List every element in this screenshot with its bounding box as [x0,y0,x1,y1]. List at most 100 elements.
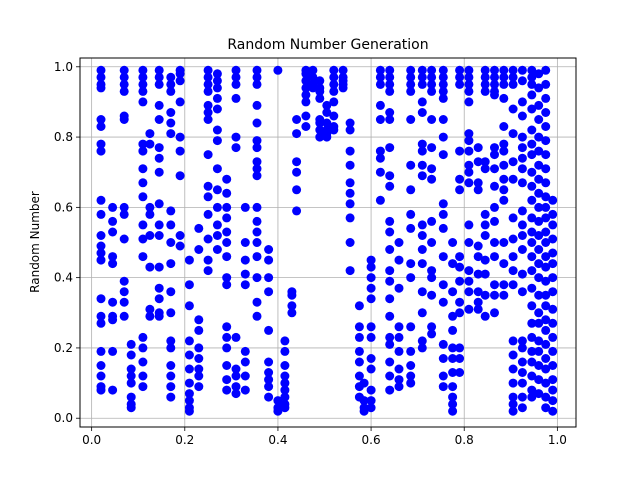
data-point [541,93,551,103]
data-point [96,122,106,131]
data-point [264,357,274,367]
data-point [464,86,474,96]
data-point [541,262,551,272]
y-axis-ticks: 0.0 0.2 0.4 0.6 0.8 1.0 [54,60,80,425]
data-point [252,252,262,262]
data-point [480,65,490,75]
data-point [292,185,302,195]
data-point [490,216,499,226]
data-point [166,206,176,216]
data-point [385,385,395,395]
data-point [480,209,490,219]
data-point [222,213,232,223]
data-point [292,167,302,177]
data-point [541,192,551,202]
data-point [527,90,537,100]
data-point [212,136,222,146]
data-point [455,308,465,318]
data-point [406,378,416,388]
data-point [490,252,499,262]
data-point [240,202,250,212]
data-point [108,315,118,325]
data-point [231,143,241,153]
data-point [108,297,118,307]
data-point [119,287,129,297]
data-point [222,332,232,342]
data-point [490,65,499,75]
data-point [517,245,527,254]
data-point [417,220,427,230]
data-point [438,371,448,381]
data-point [517,269,527,279]
data-point [455,354,465,363]
data-point [203,79,213,89]
data-point [138,357,148,367]
data-point [231,371,241,381]
data-point [417,72,427,82]
data-point [464,146,474,156]
data-point [322,118,332,128]
data-point [427,273,437,283]
data-point [166,382,176,392]
data-point [126,371,136,381]
data-point [240,280,250,290]
data-point [203,234,213,244]
data-point [541,150,551,160]
data-point [527,283,537,293]
data-point [548,248,558,258]
data-point [406,259,416,269]
data-point [292,157,302,167]
data-point [252,100,262,110]
data-point [427,216,437,226]
data-point [375,153,385,163]
data-point [534,115,544,124]
data-point [499,280,509,290]
data-point [473,287,483,297]
data-point [385,276,395,286]
data-point [517,76,527,86]
data-point [240,255,250,265]
data-point [154,100,164,110]
data-point [301,83,311,93]
data-point [252,164,262,174]
data-point [527,371,537,381]
data-point [534,100,544,110]
data-point [96,346,106,356]
data-point [119,72,129,82]
data-point [541,276,551,286]
data-point [119,297,129,307]
data-point [154,115,164,124]
data-point [448,392,458,402]
data-point [548,220,558,230]
data-point [385,181,395,191]
data-point [203,181,213,191]
data-point [490,280,499,290]
data-point [184,255,194,265]
data-point [96,241,106,251]
data-point [145,304,155,314]
data-point [145,311,155,321]
data-point [541,213,551,223]
data-point [394,364,404,374]
data-point [541,315,551,325]
data-point [280,371,290,381]
data-point [222,343,232,353]
data-point [203,209,213,219]
data-point [534,69,544,79]
data-point [427,238,437,247]
data-point [499,72,509,82]
data-point [138,164,148,174]
data-point [438,223,448,233]
data-point [203,86,213,96]
data-point [126,392,136,402]
data-point [96,361,106,370]
data-point [264,325,274,335]
data-point [480,269,490,279]
data-point [119,115,129,124]
y-tick-label: 0.4 [54,271,73,285]
data-point [359,378,369,388]
data-point [548,195,558,205]
data-point [417,287,427,297]
data-point [329,86,339,96]
data-point [287,301,297,311]
